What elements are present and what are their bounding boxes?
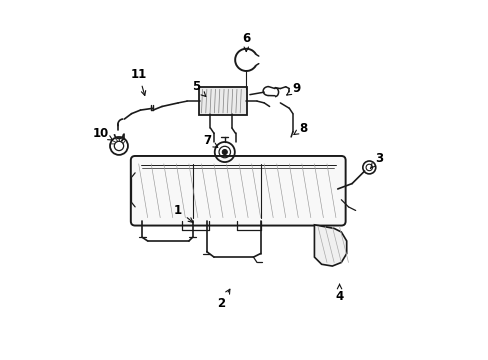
Text: 6: 6 — [242, 32, 250, 51]
Text: 7: 7 — [203, 134, 217, 147]
Text: 8: 8 — [293, 122, 307, 135]
Text: 9: 9 — [286, 82, 300, 95]
FancyBboxPatch shape — [131, 156, 345, 226]
Text: 5: 5 — [192, 80, 205, 96]
Circle shape — [222, 149, 227, 154]
Text: 1: 1 — [174, 204, 193, 222]
Text: 3: 3 — [369, 152, 382, 168]
Text: 10: 10 — [93, 127, 112, 140]
FancyBboxPatch shape — [198, 87, 247, 115]
Text: 4: 4 — [335, 284, 343, 303]
Text: 11: 11 — [130, 68, 146, 95]
Text: 2: 2 — [217, 289, 229, 310]
Polygon shape — [314, 225, 346, 266]
